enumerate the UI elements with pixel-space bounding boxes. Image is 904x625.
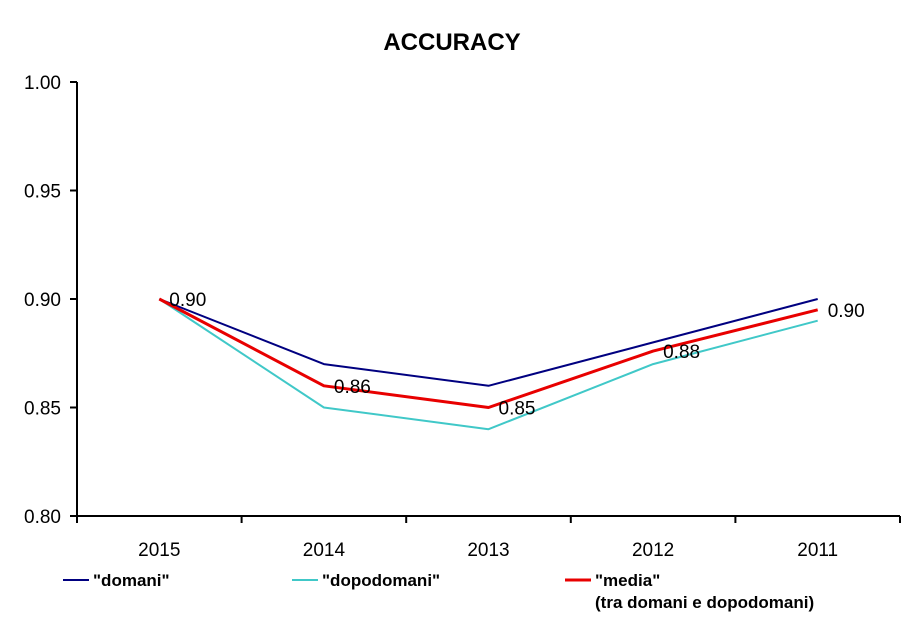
y-tick-label: 0.80 [24, 507, 61, 528]
data-label: 0.90 [828, 301, 865, 322]
x-tick-label: 2014 [303, 540, 346, 561]
x-tick-label: 2012 [632, 540, 674, 561]
y-tick-label: 1.00 [24, 73, 61, 94]
chart-title: ACCURACY [383, 29, 520, 56]
data-label: 0.90 [169, 290, 206, 311]
x-tick-label: 2015 [138, 540, 180, 561]
legend-label: "domani" [93, 571, 170, 590]
legend-label: "media" [595, 571, 660, 590]
y-tick-label: 0.90 [24, 290, 61, 311]
legend-label: "dopodomani" [322, 571, 440, 590]
legend-item-3: "media" (tra domani e dopodomani) [565, 571, 814, 612]
y-tick-label: 0.85 [24, 399, 61, 420]
legend-label-line2: (tra domani e dopodomani) [595, 593, 814, 612]
series-line-1 [158, 298, 818, 387]
data-label: 0.85 [499, 399, 536, 420]
series-lines [158, 297, 819, 431]
series-line-2 [158, 298, 818, 431]
x-tick-label: 2013 [467, 540, 509, 561]
data-labels: 0.90 0.86 0.85 0.88 0.90 [169, 290, 864, 420]
data-label: 0.86 [334, 377, 371, 398]
data-label: 0.88 [663, 342, 700, 363]
x-tick-label: 2011 [797, 540, 838, 561]
legend-item-2: "dopodomani" [292, 571, 440, 590]
axes: 0.80 0.85 0.90 0.95 1.00 2015 2014 2013 2012 2011 [24, 73, 901, 561]
y-tick-label: 0.95 [24, 182, 61, 203]
series-line-3 [158, 297, 819, 409]
legend: "domani" "dopodomani" "media" (tra domani e… [63, 571, 814, 612]
legend-item-1: "domani" [63, 571, 170, 590]
